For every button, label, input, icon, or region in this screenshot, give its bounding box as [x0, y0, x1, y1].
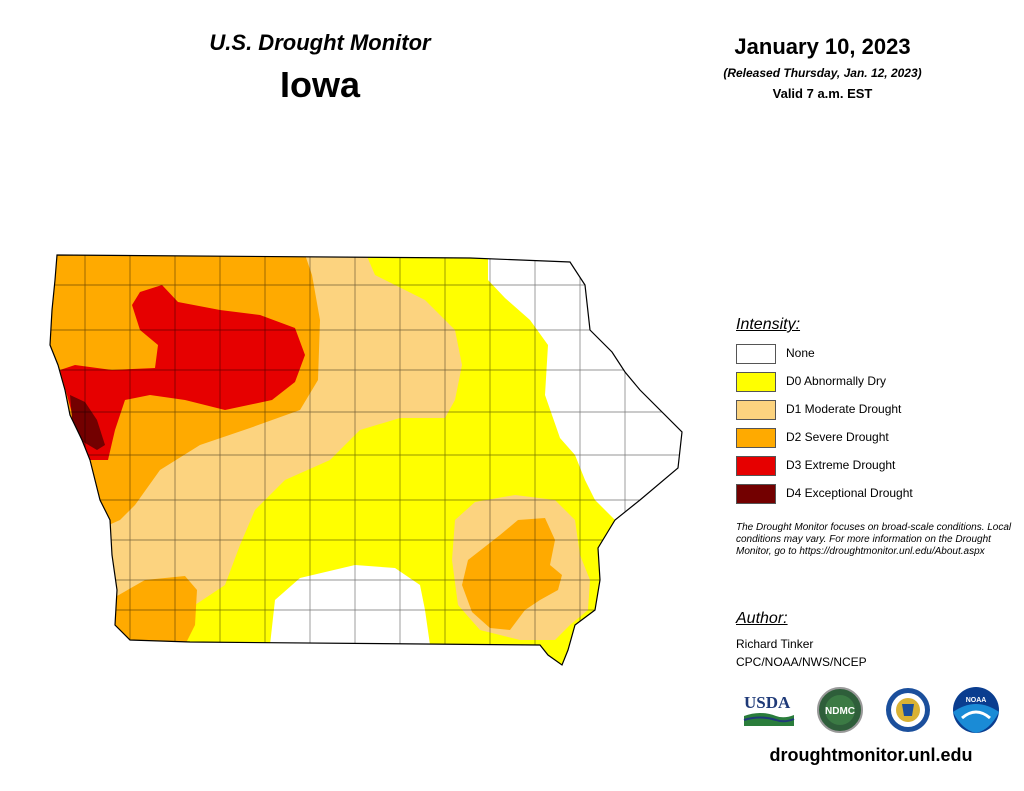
legend-swatch — [736, 400, 776, 420]
ndmc-logo: NDMC — [817, 687, 863, 733]
legend-label: D1 Moderate Drought — [786, 402, 902, 416]
state-outline — [49, 254, 683, 666]
noaa-logo: NOAA — [953, 687, 999, 733]
d2-area-southeast — [462, 518, 562, 630]
svg-text:NOAA: NOAA — [966, 697, 987, 704]
partner-logos: USDA NDMC NOAA — [743, 687, 999, 733]
usda-logo: USDA — [743, 693, 795, 726]
iowa-drought-map — [49, 254, 683, 666]
svg-text:USDA: USDA — [744, 693, 791, 712]
author-heading: Author: — [736, 610, 788, 627]
legend-swatch — [736, 456, 776, 476]
legend-label: D2 Severe Drought — [786, 430, 889, 444]
state-title: Iowa — [279, 64, 360, 105]
legend-label: D0 Abnormally Dry — [786, 374, 887, 388]
legend-swatch — [736, 344, 776, 364]
legend-label: D3 Extreme Drought — [786, 458, 896, 472]
legend-label: D4 Exceptional Drought — [786, 486, 913, 500]
county-boundaries — [50, 255, 682, 665]
disclaimer-note: The Drought Monitor focuses on broad-sca… — [736, 522, 1012, 557]
svg-text:NDMC: NDMC — [825, 706, 855, 717]
d3-area — [60, 285, 305, 460]
valid-date: January 10, 2023 — [734, 34, 911, 59]
legend-label: None — [786, 346, 815, 360]
legend-swatch — [736, 428, 776, 448]
author-org: CPC/NOAA/NWS/NCEP — [736, 655, 867, 669]
map-subtitle: U.S. Drought Monitor — [209, 30, 431, 55]
release-date: (Released Thursday, Jan. 12, 2023) — [723, 66, 922, 80]
footer-url[interactable]: droughtmonitor.unl.edu — [769, 745, 973, 765]
commerce-seal — [886, 688, 930, 732]
valid-time: Valid 7 a.m. EST — [772, 86, 873, 101]
legend-swatch — [736, 372, 776, 392]
author-name: Richard Tinker — [736, 637, 814, 651]
legend-title: Intensity: — [736, 316, 801, 333]
legend-swatch — [736, 484, 776, 504]
